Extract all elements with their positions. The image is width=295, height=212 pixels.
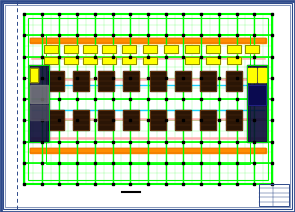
Bar bbox=[73, 110, 89, 130]
Bar bbox=[122, 45, 137, 53]
Bar bbox=[225, 110, 242, 130]
Bar bbox=[46, 34, 250, 164]
Bar bbox=[98, 110, 114, 130]
Bar bbox=[48, 110, 64, 130]
Bar bbox=[245, 45, 259, 53]
Bar bbox=[175, 71, 191, 91]
Bar bbox=[30, 148, 266, 153]
Bar bbox=[28, 18, 268, 180]
Bar bbox=[122, 57, 137, 64]
Bar bbox=[206, 57, 220, 64]
Bar bbox=[185, 57, 199, 64]
Bar bbox=[225, 110, 242, 130]
Bar bbox=[200, 110, 217, 130]
Bar bbox=[225, 71, 242, 91]
Bar bbox=[150, 110, 166, 130]
Bar bbox=[29, 65, 49, 141]
Bar bbox=[247, 65, 267, 141]
Bar bbox=[225, 71, 242, 91]
Bar bbox=[44, 57, 58, 64]
Bar bbox=[30, 68, 38, 82]
Bar bbox=[123, 110, 139, 130]
Bar bbox=[30, 85, 48, 103]
Bar bbox=[30, 38, 266, 43]
Bar bbox=[185, 45, 199, 53]
Bar bbox=[206, 45, 220, 53]
Bar bbox=[143, 57, 157, 64]
Bar bbox=[73, 110, 89, 130]
Bar bbox=[175, 110, 191, 130]
Bar bbox=[227, 57, 241, 64]
Bar bbox=[227, 45, 241, 53]
Bar bbox=[150, 71, 166, 91]
Bar bbox=[30, 148, 266, 153]
Bar bbox=[65, 45, 78, 53]
Bar bbox=[98, 71, 114, 91]
Bar bbox=[48, 110, 64, 130]
Bar bbox=[164, 45, 178, 53]
Bar bbox=[65, 45, 78, 53]
Bar bbox=[258, 68, 266, 82]
Bar bbox=[44, 45, 58, 53]
Bar bbox=[247, 65, 267, 141]
Bar bbox=[175, 110, 191, 130]
Bar bbox=[143, 45, 157, 53]
Bar bbox=[101, 45, 116, 53]
Bar bbox=[122, 45, 137, 53]
Bar bbox=[73, 71, 89, 91]
Bar bbox=[185, 57, 199, 64]
Bar bbox=[227, 45, 241, 53]
Bar bbox=[248, 68, 256, 82]
Bar bbox=[245, 45, 259, 53]
Bar bbox=[65, 57, 78, 64]
Bar bbox=[101, 57, 116, 64]
Bar bbox=[123, 71, 139, 91]
Bar bbox=[227, 57, 241, 64]
Bar bbox=[143, 45, 157, 53]
Bar bbox=[150, 110, 166, 130]
Bar bbox=[30, 68, 38, 82]
Bar bbox=[164, 45, 178, 53]
Bar bbox=[48, 71, 64, 91]
Bar bbox=[24, 14, 272, 184]
Bar bbox=[83, 45, 97, 53]
Bar bbox=[30, 38, 266, 43]
Bar bbox=[48, 71, 64, 91]
Bar bbox=[248, 85, 266, 105]
Bar bbox=[44, 45, 58, 53]
Bar bbox=[29, 65, 49, 141]
Bar bbox=[200, 71, 217, 91]
Bar bbox=[175, 71, 191, 91]
Bar bbox=[73, 71, 89, 91]
Bar bbox=[98, 71, 114, 91]
Bar bbox=[206, 45, 220, 53]
Bar bbox=[83, 57, 97, 64]
Bar bbox=[123, 110, 139, 130]
Bar bbox=[83, 45, 97, 53]
Bar bbox=[200, 71, 217, 91]
Bar bbox=[65, 57, 78, 64]
Bar bbox=[123, 71, 139, 91]
Bar bbox=[101, 57, 116, 64]
Bar bbox=[143, 57, 157, 64]
Bar bbox=[206, 57, 220, 64]
Bar bbox=[98, 110, 114, 130]
Bar bbox=[44, 57, 58, 64]
Bar bbox=[122, 57, 137, 64]
Bar bbox=[200, 110, 217, 130]
Bar bbox=[259, 184, 289, 206]
Bar bbox=[101, 45, 116, 53]
Bar bbox=[150, 71, 166, 91]
Bar bbox=[185, 45, 199, 53]
Bar bbox=[248, 85, 266, 105]
Bar bbox=[30, 105, 48, 120]
Bar bbox=[83, 57, 97, 64]
